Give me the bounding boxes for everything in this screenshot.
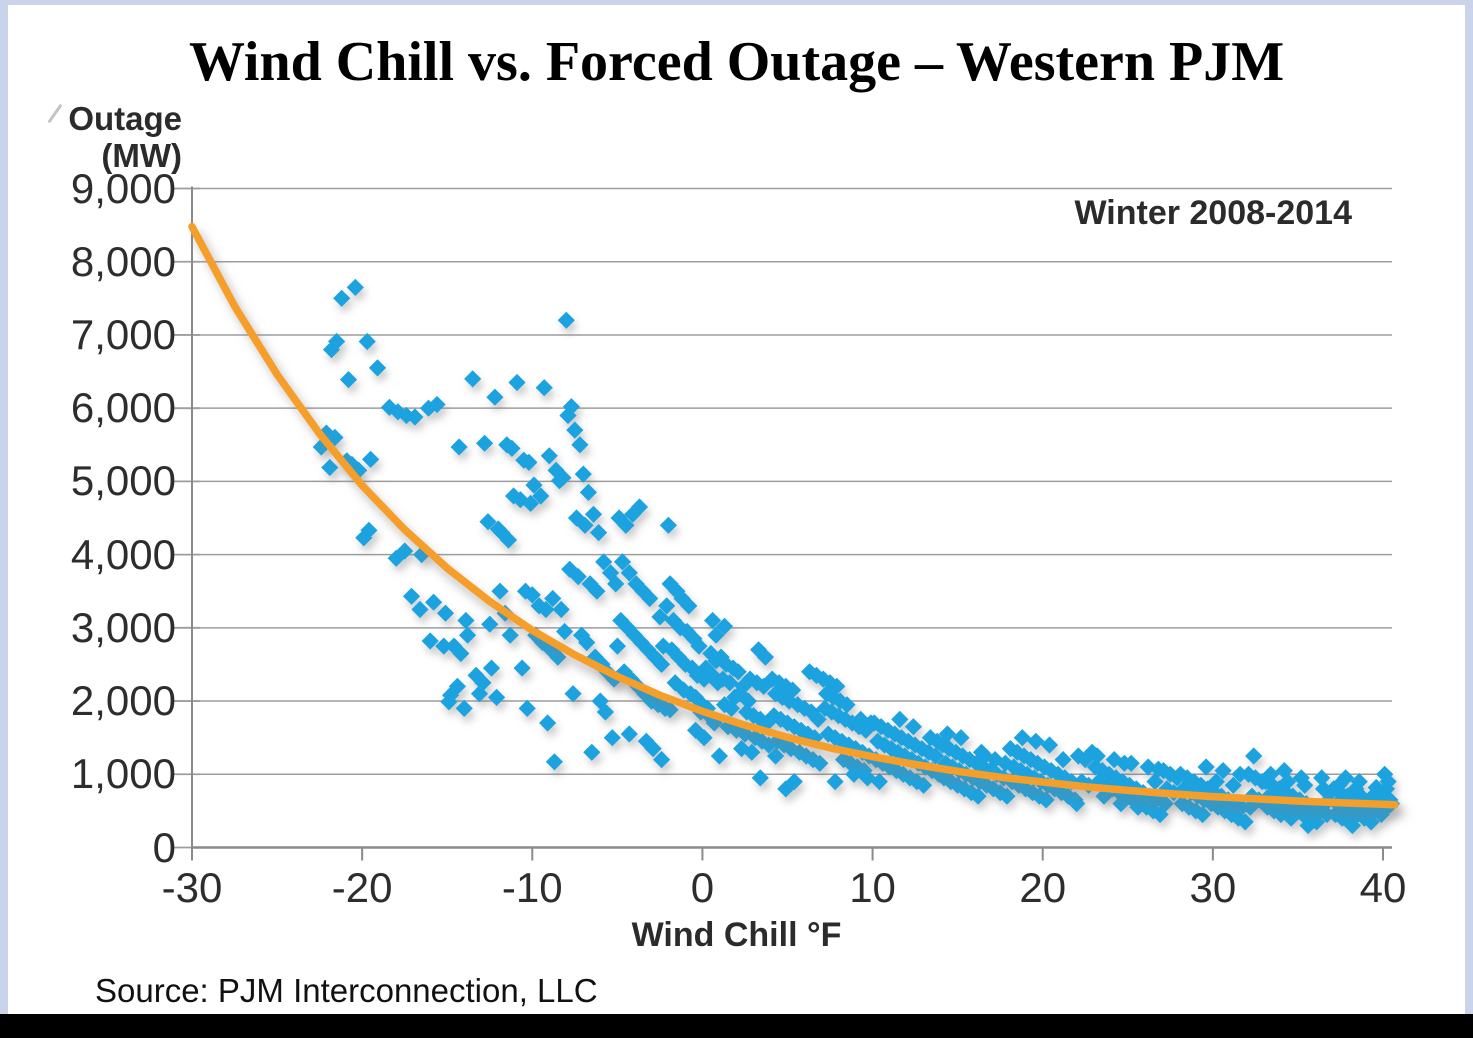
- trend-line: [188, 222, 1399, 809]
- y-tick-label: 8,000: [70, 237, 176, 285]
- x-tick-label: 40: [1359, 864, 1407, 911]
- y-tick-label: 7,000: [70, 310, 176, 358]
- y-tick-label: 2,000: [70, 677, 176, 725]
- series-annotation: Winter 2008-2014: [1074, 194, 1352, 232]
- scatter-points: [312, 278, 1401, 835]
- y-tick-label: 9,000: [70, 164, 176, 212]
- x-tick-label: 10: [849, 864, 896, 911]
- x-tick-label: -10: [501, 864, 563, 911]
- trend-path: [188, 222, 1399, 809]
- scatter-diamonds: [312, 278, 1401, 835]
- x-tick-label: 30: [1189, 864, 1237, 911]
- y-tick-label: 6,000: [70, 384, 176, 432]
- y-tick-label: 4,000: [70, 530, 176, 578]
- x-tick-label: -30: [161, 864, 223, 911]
- y-tick-label: 5,000: [70, 457, 176, 505]
- y-axis-title-line1: Outage: [68, 100, 182, 137]
- x-tick-label: -20: [331, 864, 393, 911]
- y-tick-label: 1,000: [70, 750, 176, 798]
- x-axis-title: Wind Chill °F: [631, 916, 842, 954]
- y-axis-title-line2: (MW): [101, 137, 182, 174]
- footer-bar: [0, 1014, 1473, 1038]
- x-tick-label: 0: [690, 864, 715, 911]
- y-axis-title: Outage (MW): [40, 100, 182, 174]
- y-tick-label: 0: [152, 823, 176, 871]
- y-tick-label: 3,000: [70, 603, 176, 651]
- x-tick-label: 20: [1019, 864, 1067, 911]
- chart-title: Wind Chill vs. Forced Outage – Western P…: [188, 31, 1285, 93]
- source-note: Source: PJM Interconnection, LLC: [95, 972, 598, 1009]
- axes: [191, 186, 1392, 861]
